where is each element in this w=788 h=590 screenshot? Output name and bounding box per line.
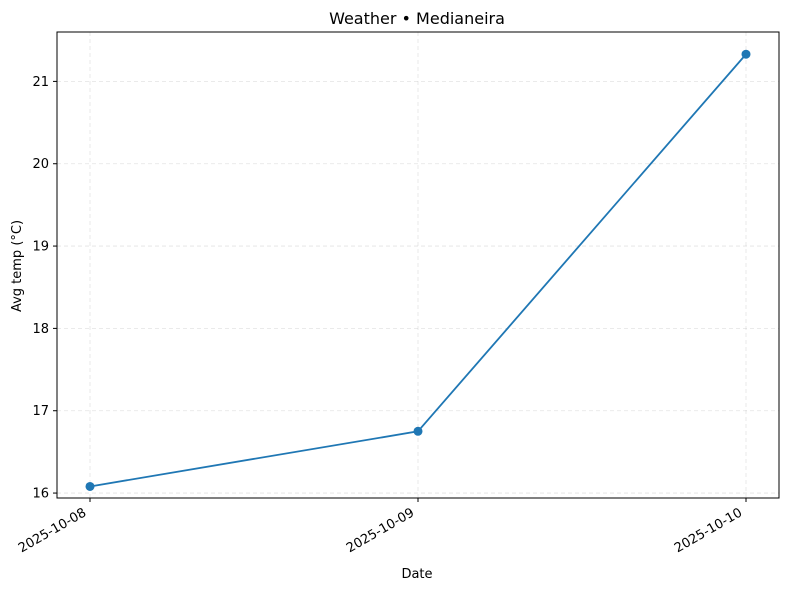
y-axis-label: Avg temp (°C) (10, 220, 25, 312)
chart-title: Weather • Medianeira (329, 9, 505, 28)
series-layer (85, 49, 751, 491)
data-point (741, 49, 751, 59)
y-tick-label: 18 (32, 322, 49, 337)
y-tick-label: 20 (32, 157, 49, 172)
y-tick-label: 17 (32, 404, 49, 419)
y-tick-label: 19 (32, 240, 49, 255)
x-axis-label: Date (401, 567, 432, 582)
y-tick-label: 16 (32, 487, 49, 502)
data-point (85, 481, 95, 491)
grid (57, 32, 779, 498)
y-axis: 16 17 18 19 20 21 (32, 75, 57, 502)
data-point (413, 426, 423, 436)
y-tick-label: 21 (32, 75, 49, 90)
